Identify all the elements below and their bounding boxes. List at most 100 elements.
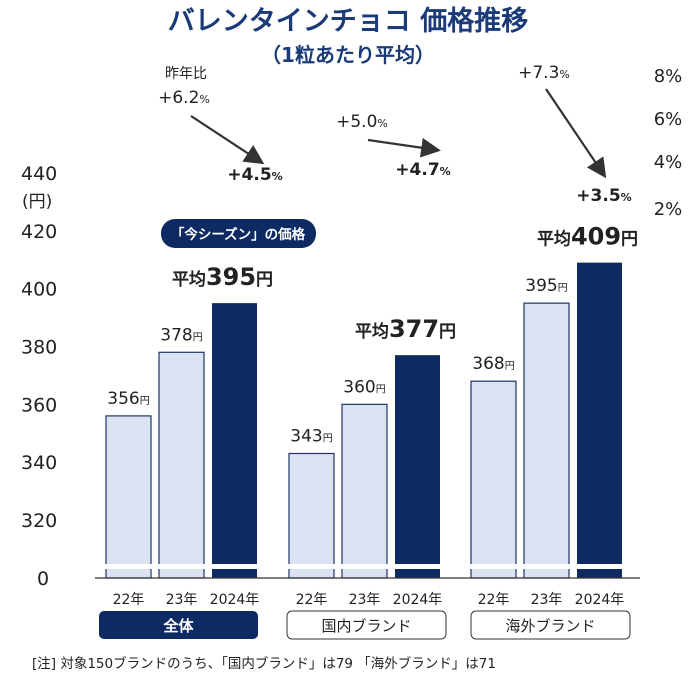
pct-unit: % <box>440 165 451 178</box>
axis-break <box>105 564 152 569</box>
axis-break <box>470 564 517 569</box>
group-label: 全体 <box>162 617 194 635</box>
yoy-arrow <box>367 137 441 158</box>
yoy-arrow <box>190 115 265 165</box>
y-tick-label: 340 <box>21 452 57 474</box>
pct-value: +4.7 <box>395 160 439 180</box>
bar <box>341 403 388 579</box>
x-tick-label: 23年 <box>166 592 198 608</box>
group-label: 海外ブランド <box>505 617 595 635</box>
bar-value-label: 平均377円 <box>355 315 456 343</box>
pct-unit: % <box>621 191 632 204</box>
bar <box>288 452 335 579</box>
yoy-curr: +4.5% <box>227 165 282 185</box>
y-axis-ticks: 440 420 400 380 360 340 320 0 <box>21 163 57 590</box>
pct-value: +7.3 <box>518 63 559 83</box>
value-number: 377 <box>389 315 439 343</box>
value-unit: 円 <box>140 396 150 407</box>
axis-break <box>523 564 570 569</box>
season-badge-label: 「今シーズン」の価格 <box>171 226 306 243</box>
value-unit: 円 <box>621 230 638 250</box>
value-number: 356 <box>107 389 139 409</box>
value-number: 395 <box>525 276 557 296</box>
pct-unit: % <box>199 93 209 106</box>
pct-value: +3.5 <box>576 186 620 206</box>
bar <box>105 415 152 579</box>
axis-break <box>158 564 205 569</box>
season-badge: 「今シーズン」の価格 <box>161 219 316 248</box>
pct-value: +4.5 <box>227 165 271 185</box>
value-unit: 円 <box>376 384 386 395</box>
yoy-annotations: 昨年比+6.2%+4.5%+5.0%+4.7%+7.3%+3.5% <box>158 63 632 206</box>
footnote: [注] 対象150ブランドのうち、「国内ブランド」は79 「海外ブランド」は71 <box>32 655 496 672</box>
pct-tick-label: 4% <box>654 152 683 173</box>
yoy-prev: +5.0% <box>336 112 388 132</box>
y-tick-label: 0 <box>37 568 49 590</box>
yoy-prev: +7.3% <box>518 63 570 83</box>
x-tick-label: 22年 <box>113 592 145 608</box>
x-tick-label: 2024年 <box>210 592 260 608</box>
pct-unit: % <box>377 117 387 130</box>
bars: 356円22年378円23年平均395円2024年343円22年360円23年平… <box>105 223 638 608</box>
yoy-arrow <box>545 88 607 179</box>
x-tick-label: 2024年 <box>575 592 625 608</box>
pct-tick-label: 8% <box>654 66 683 87</box>
y-tick-label: 360 <box>21 394 57 416</box>
yoy-header: 昨年比 <box>165 66 207 82</box>
value-number: 343 <box>290 426 322 446</box>
group-label-box <box>470 610 631 640</box>
x-tick-label: 23年 <box>531 592 563 608</box>
bar-value-label: 395円 <box>525 276 567 296</box>
group-label: 国内ブランド <box>321 617 411 635</box>
group-label-box <box>99 611 258 639</box>
yoy-curr: +4.7% <box>395 160 450 180</box>
value-number: 368 <box>472 354 504 374</box>
y-tick-label: 320 <box>21 510 57 532</box>
yoy-prev: +6.2% <box>158 88 210 108</box>
percent-axis-ticks: 8% 6% 4% 2% <box>654 66 683 220</box>
yoy-curr: +3.5% <box>576 186 631 206</box>
avg-prefix: 平均 <box>537 229 571 250</box>
axis-break <box>211 564 258 569</box>
bar-value-label: 368円 <box>472 354 514 374</box>
value-unit: 円 <box>439 322 456 342</box>
pct-tick-label: 2% <box>654 199 683 220</box>
x-tick-label: 23年 <box>349 592 381 608</box>
bar <box>470 380 517 579</box>
pct-unit: % <box>272 170 283 183</box>
pct-value: +6.2 <box>158 88 199 108</box>
bar <box>212 303 257 578</box>
y-tick-label: 440 <box>21 163 57 185</box>
value-unit: 円 <box>323 433 333 444</box>
value-unit: 円 <box>256 270 273 290</box>
avg-prefix: 平均 <box>355 321 389 342</box>
bar-value-label: 343円 <box>290 426 332 446</box>
axis-break <box>576 564 623 569</box>
x-tick-label: 22年 <box>478 592 510 608</box>
bar-value-label: 356円 <box>107 389 149 409</box>
bar <box>523 302 570 579</box>
group-labels: 全体 国内ブランド 海外ブランド <box>99 610 631 640</box>
value-number: 378 <box>160 325 192 345</box>
value-unit: 円 <box>505 361 515 372</box>
y-axis-unit: (円) <box>22 192 52 212</box>
pct-tick-label: 6% <box>654 109 683 130</box>
bar-value-label: 平均395円 <box>172 263 273 291</box>
bar-value-label: 378円 <box>160 325 202 345</box>
value-number: 360 <box>343 377 375 397</box>
y-tick-label: 400 <box>21 279 57 301</box>
x-tick-label: 2024年 <box>393 592 443 608</box>
y-tick-label: 420 <box>21 221 57 243</box>
pct-value: +5.0 <box>336 112 377 132</box>
y-tick-label: 380 <box>21 337 57 359</box>
avg-prefix: 平均 <box>172 269 206 290</box>
axis-break <box>288 564 335 569</box>
value-number: 409 <box>571 223 621 251</box>
x-tick-label: 22年 <box>296 592 328 608</box>
bar-value-label: 平均409円 <box>537 223 638 251</box>
bar <box>577 262 622 578</box>
value-unit: 円 <box>193 332 203 343</box>
bar <box>395 355 440 578</box>
bar-value-label: 360円 <box>343 377 385 397</box>
